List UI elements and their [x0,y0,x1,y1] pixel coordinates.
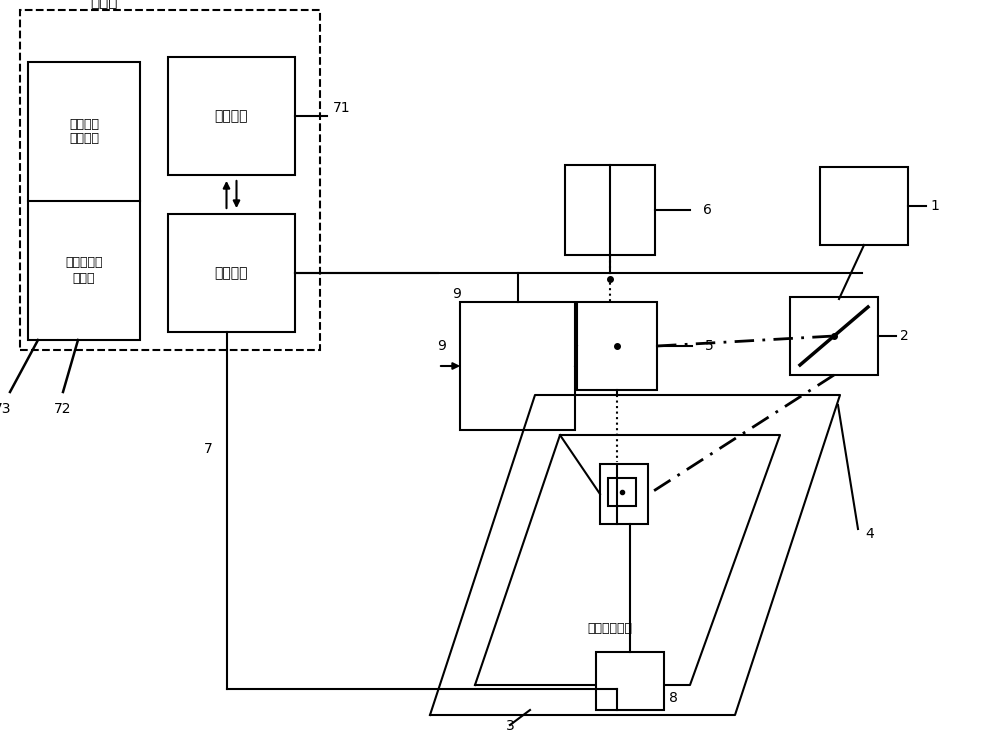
Text: 1: 1 [930,199,939,213]
Text: 7: 7 [204,442,212,456]
Text: 9: 9 [452,287,461,301]
FancyBboxPatch shape [28,62,140,340]
FancyBboxPatch shape [20,10,320,350]
FancyBboxPatch shape [460,302,575,430]
FancyBboxPatch shape [608,478,636,506]
Text: 蓝牙无线通
信模块: 蓝牙无线通 信模块 [65,256,103,285]
Text: 4: 4 [865,527,874,541]
FancyBboxPatch shape [168,57,295,175]
FancyBboxPatch shape [168,214,295,332]
Text: 9: 9 [438,339,446,353]
FancyBboxPatch shape [790,297,878,375]
Text: 3: 3 [506,719,514,733]
Text: 8: 8 [669,691,678,705]
Text: 主控制器: 主控制器 [215,109,248,123]
Text: 71: 71 [333,101,351,115]
FancyBboxPatch shape [596,652,664,710]
FancyBboxPatch shape [565,165,655,255]
Text: 72: 72 [54,402,72,416]
Text: 电模块: 电模块 [90,0,117,10]
Text: 73: 73 [0,402,12,416]
FancyBboxPatch shape [577,302,657,390]
Text: 5: 5 [705,339,714,353]
Text: 2: 2 [900,329,909,343]
Text: 副控制器: 副控制器 [215,266,248,280]
Text: 线性运动平台: 线性运动平台 [588,622,633,636]
Text: 6: 6 [703,203,712,217]
FancyBboxPatch shape [600,464,648,524]
Text: 外界接口
电路模块: 外界接口 电路模块 [69,118,99,146]
FancyBboxPatch shape [820,167,908,245]
